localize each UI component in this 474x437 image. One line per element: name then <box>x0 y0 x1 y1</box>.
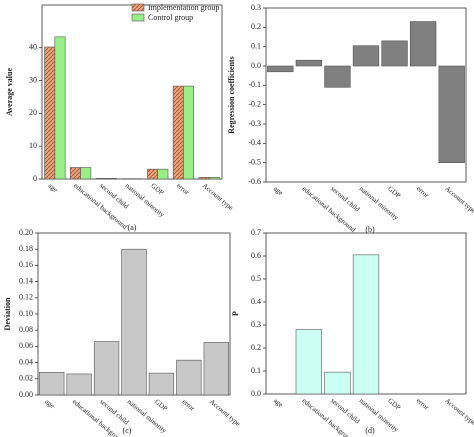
panel-label: (a) <box>128 223 137 232</box>
y-axis-label: Average value <box>5 68 14 117</box>
x-tick-label: GDP <box>149 182 165 197</box>
x-tick-label: age <box>272 397 285 409</box>
bar <box>352 254 380 395</box>
y-tick-label: 0.02 <box>19 374 33 383</box>
x-tick-label: age <box>47 182 60 194</box>
y-tick-label: 0 <box>33 174 37 183</box>
y-tick-label: 0.06 <box>19 341 33 350</box>
bar <box>324 371 351 395</box>
bar <box>352 45 380 67</box>
legend-label: Control group <box>148 13 193 22</box>
y-tick-label: 0.04 <box>19 357 33 366</box>
y-tick-label: -0.2 <box>248 99 261 108</box>
legend-label: Implementation group <box>148 3 219 12</box>
y-tick-label: 0.4 <box>251 297 261 306</box>
x-tick-label: age <box>272 185 285 197</box>
y-tick-label: 0.3 <box>251 3 261 12</box>
legend-swatch <box>131 3 145 12</box>
x-tick-label: Account type <box>443 185 474 215</box>
bar <box>172 85 184 180</box>
y-tick-label: 0.18 <box>19 244 33 253</box>
y-tick-label: 0.2 <box>251 22 261 31</box>
y-tick-label: 0.16 <box>19 260 33 269</box>
bar <box>208 177 220 180</box>
x-tick-label: GDP <box>386 185 402 200</box>
bar <box>267 65 294 73</box>
y-tick-label: 0.6 <box>251 251 261 260</box>
x-tick-label: Account type <box>201 182 235 212</box>
bar <box>157 168 169 180</box>
x-tick-label: error <box>181 398 197 413</box>
bar <box>176 359 202 396</box>
y-tick-label: 0.5 <box>251 274 261 283</box>
bar <box>147 168 159 180</box>
y-tick-label: 20 <box>29 108 37 117</box>
x-tick-label: age <box>43 398 56 410</box>
bar <box>148 372 175 396</box>
x-tick-label: error <box>175 182 191 197</box>
y-tick-label: 0.1 <box>251 41 261 50</box>
bar <box>95 178 107 180</box>
y-tick-label: 0.3 <box>251 320 261 329</box>
bar <box>198 177 210 180</box>
x-tick-label: error <box>415 397 431 412</box>
plot-frame <box>41 4 223 180</box>
y-tick-label: 0.7 <box>251 228 261 237</box>
x-tick-label: GDP <box>386 397 402 412</box>
x-tick-label: Account type <box>208 398 242 428</box>
y-tick-label: 30 <box>29 75 37 84</box>
bar <box>44 46 56 180</box>
bar <box>80 167 92 180</box>
y-axis-label: Regression coefficients <box>227 56 236 133</box>
panel-label: (b) <box>365 225 375 234</box>
y-tick-label: 0.0 <box>251 389 261 398</box>
plot-frame <box>265 7 467 183</box>
legend-swatch <box>131 13 145 22</box>
bar <box>105 178 117 180</box>
x-tick-label: error <box>415 185 431 200</box>
bar <box>39 372 65 396</box>
bar <box>438 65 465 163</box>
bar <box>409 21 437 67</box>
y-axis-label: P <box>231 311 240 316</box>
y-tick-label: 0.2 <box>251 343 261 352</box>
bar <box>69 167 81 180</box>
x-tick-label: GDP <box>153 398 169 413</box>
bar <box>121 248 147 396</box>
y-tick-label: 0.10 <box>19 309 33 318</box>
y-tick-label: 0.14 <box>19 276 33 285</box>
bar <box>183 85 195 180</box>
bar <box>295 329 323 395</box>
y-tick-label: 0.0 <box>251 61 261 70</box>
y-tick-label: -0.1 <box>248 80 261 89</box>
y-tick-label: 0.1 <box>251 366 261 375</box>
y-tick-label: 0.20 <box>19 228 33 237</box>
bar <box>54 36 66 180</box>
bar <box>203 342 229 396</box>
panel-label: (c) <box>123 426 132 435</box>
y-tick-label: 10 <box>29 141 37 150</box>
y-axis-label: Deviation <box>3 297 12 330</box>
x-tick-label: Account type <box>443 397 474 427</box>
y-tick-label: -0.6 <box>248 177 261 186</box>
y-tick-label: 0.12 <box>19 293 33 302</box>
y-tick-label: 0.08 <box>19 325 33 334</box>
bar <box>66 373 92 396</box>
y-tick-label: 40 <box>29 43 37 52</box>
bar <box>93 341 120 396</box>
x-tick-label: educational background <box>301 185 358 235</box>
y-tick-label: -0.3 <box>248 119 261 128</box>
bar <box>295 59 323 67</box>
y-tick-label: -0.4 <box>248 138 261 147</box>
bar <box>381 40 408 67</box>
bar <box>324 65 351 88</box>
y-tick-label: 0.00 <box>19 390 33 399</box>
panel-label: (d) <box>365 426 375 435</box>
y-tick-label: -0.5 <box>248 157 261 166</box>
